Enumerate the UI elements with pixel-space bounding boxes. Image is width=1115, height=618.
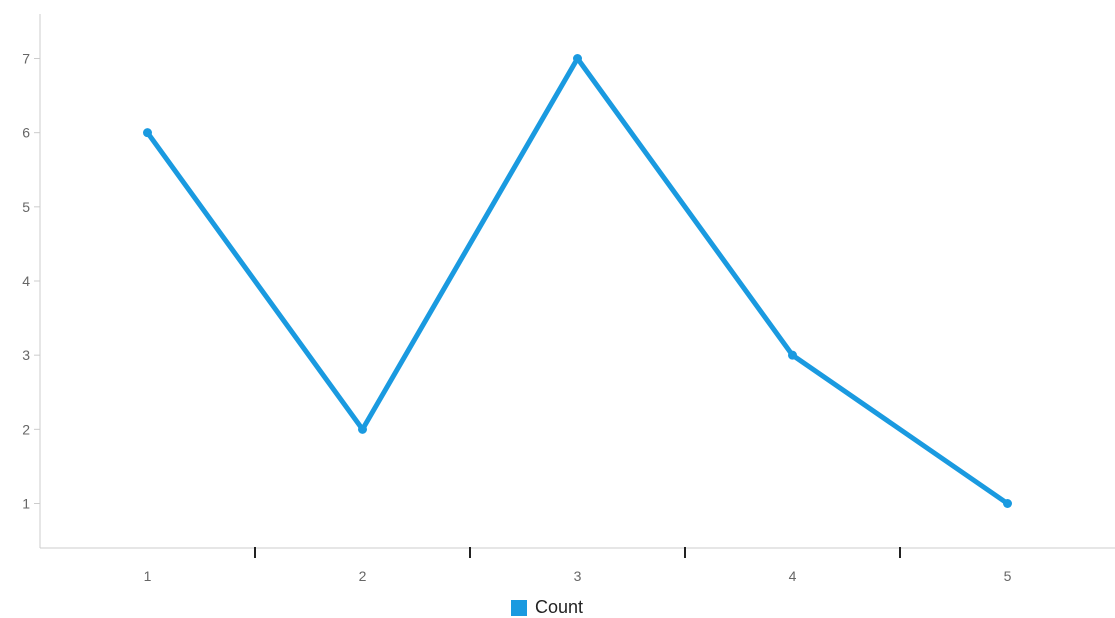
- legend-swatch-count: [511, 599, 527, 616]
- legend-label-count: Count: [535, 597, 584, 617]
- x-tick-label: 2: [359, 568, 367, 584]
- y-tick-label: 7: [22, 51, 30, 67]
- y-tick-label: 3: [22, 347, 30, 363]
- data-point: [1003, 499, 1012, 508]
- y-tick-label: 4: [22, 273, 30, 289]
- data-point: [358, 424, 367, 434]
- y-tick-label: 2: [22, 421, 30, 437]
- y-tick-label: 1: [22, 496, 30, 512]
- line-chart: 1 2 3 4 5 6 7 1 2 3 4 5: [22, 14, 1115, 584]
- x-tick-label: 4: [789, 568, 797, 584]
- legend[interactable]: Count: [511, 597, 583, 618]
- x-tick-label: 3: [574, 568, 582, 584]
- x-tick-label: 5: [1004, 568, 1012, 584]
- data-point: [143, 128, 152, 138]
- y-tick-label: 6: [22, 125, 30, 141]
- series-line-count: [145, 56, 1010, 506]
- x-tick-label: 1: [144, 568, 152, 584]
- y-tick-label: 5: [22, 199, 30, 215]
- data-point: [573, 54, 582, 63]
- data-point: [788, 350, 797, 360]
